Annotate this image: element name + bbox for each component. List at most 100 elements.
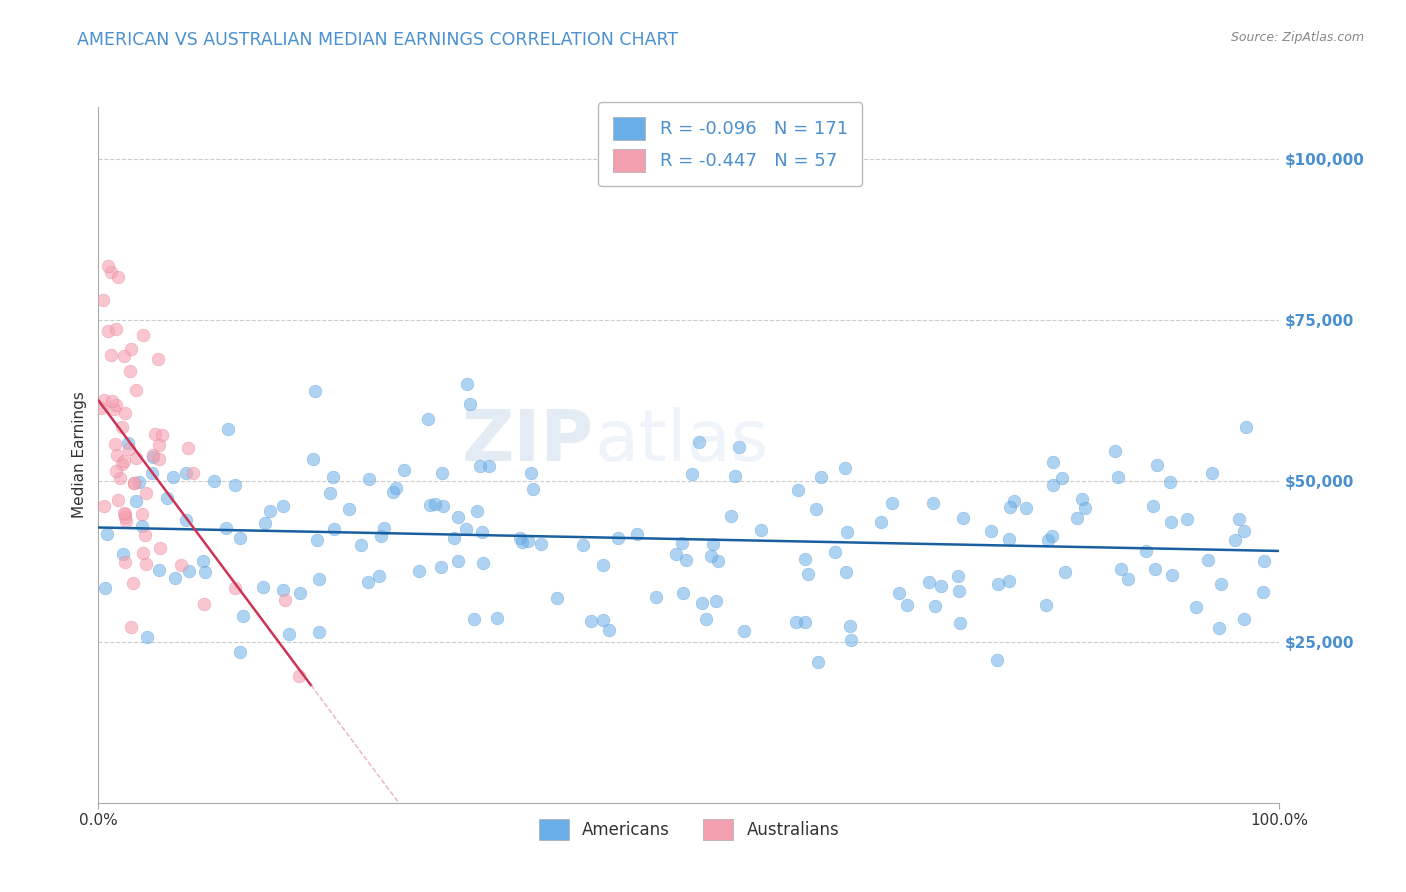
- Point: [150, 428, 173, 442]
- Y-axis label: Median Earnings: Median Earnings: [72, 392, 87, 518]
- Point: [125, 450, 148, 465]
- Point: [114, 406, 136, 420]
- Point: [1232, 612, 1254, 626]
- Point: [516, 533, 538, 548]
- Point: [302, 452, 325, 467]
- Point: [429, 560, 451, 574]
- Point: [948, 569, 970, 583]
- Point: [156, 491, 179, 505]
- Point: [120, 342, 142, 356]
- Point: [224, 581, 246, 595]
- Point: [1146, 458, 1168, 473]
- Point: [135, 630, 157, 644]
- Point: [148, 563, 170, 577]
- Point: [176, 467, 198, 481]
- Point: [111, 547, 134, 561]
- Point: [370, 529, 392, 543]
- Point: [447, 510, 470, 524]
- Point: [202, 474, 225, 488]
- Point: [111, 419, 134, 434]
- Point: [177, 442, 200, 456]
- Point: [112, 506, 135, 520]
- Point: [522, 482, 544, 496]
- Point: [308, 624, 330, 639]
- Point: [112, 454, 135, 468]
- Point: [1002, 493, 1025, 508]
- Point: [304, 384, 326, 398]
- Point: [148, 351, 170, 366]
- Point: [1253, 554, 1275, 568]
- Point: [834, 461, 856, 475]
- Point: [117, 435, 139, 450]
- Point: [132, 546, 155, 560]
- Point: [1070, 491, 1092, 506]
- Text: ZIP: ZIP: [463, 407, 595, 475]
- Point: [1223, 533, 1246, 547]
- Point: [1035, 598, 1057, 612]
- Point: [323, 522, 346, 536]
- Point: [381, 485, 404, 500]
- Point: [93, 499, 115, 513]
- Point: [922, 495, 945, 509]
- Point: [530, 537, 553, 551]
- Point: [520, 467, 543, 481]
- Point: [447, 554, 470, 568]
- Point: [478, 458, 501, 473]
- Point: [287, 669, 309, 683]
- Point: [111, 457, 134, 471]
- Point: [271, 583, 294, 598]
- Point: [228, 532, 250, 546]
- Point: [174, 513, 197, 527]
- Point: [835, 565, 858, 579]
- Point: [104, 437, 127, 451]
- Point: [986, 653, 1008, 667]
- Point: [720, 508, 742, 523]
- Point: [134, 485, 156, 500]
- Point: [672, 586, 695, 600]
- Point: [432, 466, 454, 480]
- Point: [1040, 529, 1063, 543]
- Point: [122, 476, 145, 491]
- Point: [681, 467, 703, 482]
- Point: [103, 402, 125, 417]
- Point: [131, 507, 153, 521]
- Point: [368, 569, 391, 583]
- Point: [1175, 512, 1198, 526]
- Point: [114, 509, 136, 524]
- Point: [1211, 577, 1233, 591]
- Point: [217, 422, 239, 436]
- Point: [183, 467, 205, 481]
- Point: [690, 596, 713, 610]
- Point: [120, 620, 142, 634]
- Point: [465, 503, 488, 517]
- Point: [794, 615, 817, 630]
- Point: [134, 528, 156, 542]
- Point: [91, 293, 114, 307]
- Point: [695, 612, 717, 626]
- Point: [274, 593, 297, 607]
- Point: [1142, 499, 1164, 513]
- Point: [998, 533, 1021, 547]
- Point: [896, 598, 918, 612]
- Point: [509, 532, 531, 546]
- Point: [252, 580, 274, 594]
- Point: [1197, 553, 1219, 567]
- Point: [107, 492, 129, 507]
- Point: [1144, 562, 1167, 576]
- Point: [952, 511, 974, 525]
- Point: [179, 564, 201, 578]
- Point: [142, 448, 165, 462]
- Point: [122, 576, 145, 591]
- Point: [128, 475, 150, 490]
- Point: [1000, 500, 1022, 514]
- Point: [392, 463, 415, 477]
- Point: [288, 586, 311, 600]
- Point: [112, 349, 135, 363]
- Point: [675, 553, 697, 567]
- Point: [510, 535, 533, 549]
- Point: [1227, 511, 1250, 525]
- Point: [1161, 568, 1184, 582]
- Point: [105, 464, 128, 478]
- Point: [1015, 501, 1038, 516]
- Point: [357, 472, 380, 486]
